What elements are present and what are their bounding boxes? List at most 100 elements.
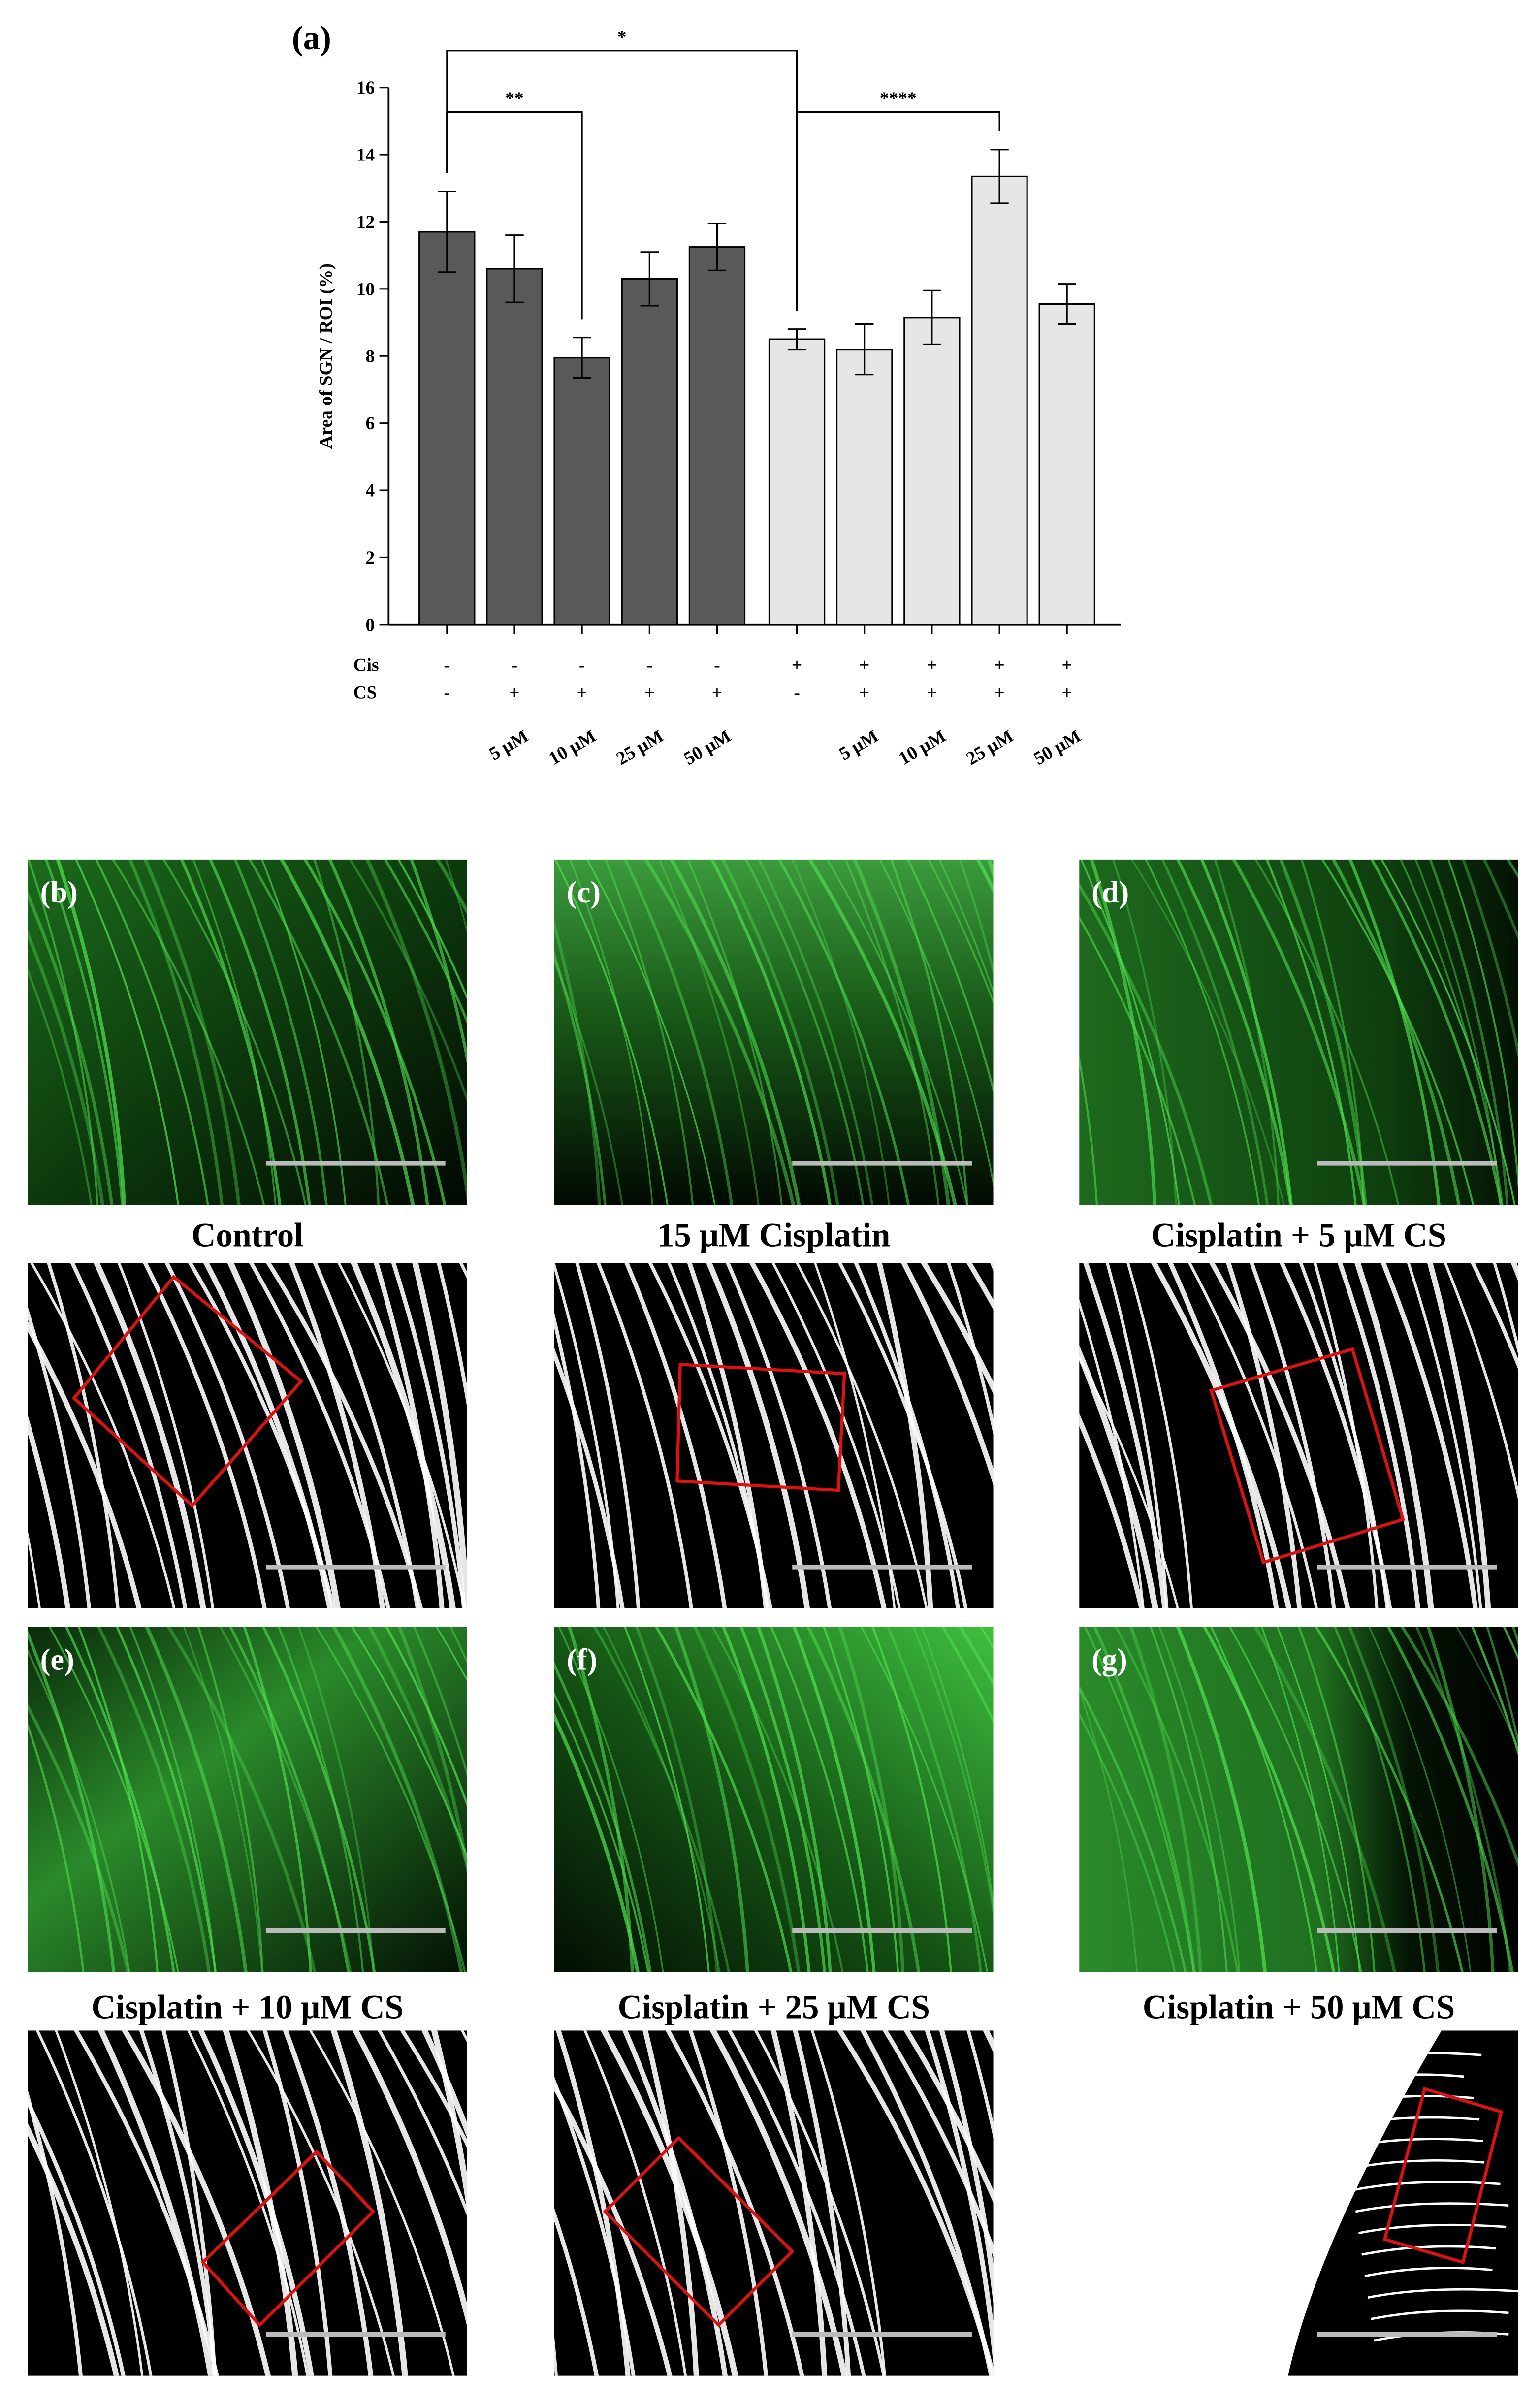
neurite-streak [1426, 1627, 1495, 1972]
y-axis-label: Area of SGN / ROI (%) [316, 263, 336, 449]
neurite-streak [777, 859, 910, 1205]
neurite-streak [28, 930, 104, 1205]
neurite-streak [583, 2030, 687, 2376]
neurite-streak [1400, 1627, 1518, 1868]
neurite-streak [739, 1627, 826, 1972]
neurite-streak [807, 859, 957, 1205]
panel-label: (g) [1091, 1643, 1127, 1677]
neurite-streak [129, 1627, 217, 1972]
neurite-streak [28, 1307, 91, 1609]
neurite-streak [77, 1627, 159, 1972]
neurite-streak [1370, 859, 1503, 1205]
condition-sign: + [859, 655, 869, 675]
neurite-streak [635, 1627, 719, 1972]
neurite-streak [793, 2030, 851, 2376]
neurite-streak [1093, 1627, 1196, 1972]
neurite-streak [73, 2030, 219, 2376]
neurite-streak [654, 1627, 793, 1972]
neurite-streak [28, 1415, 71, 1609]
neurite-streak [328, 859, 429, 1205]
neurite-streak [1471, 1263, 1518, 1370]
neurite-streak [1348, 859, 1441, 1205]
neurite-streak [1407, 1263, 1482, 1609]
neurite-streak [377, 2030, 467, 2216]
bar [1038, 303, 1095, 626]
neurite-streak [1158, 1627, 1241, 1972]
neurite-streak [248, 859, 389, 1205]
x-tick-label: 25 μM [963, 726, 1017, 769]
neurite-streak [436, 859, 467, 915]
bar [903, 317, 961, 626]
bar [971, 175, 1028, 626]
neurite-streak [233, 859, 328, 1205]
neurite-streak [1250, 1263, 1336, 1609]
neurite-streak [1003, 2015, 1060, 2391]
neurite-streak [906, 859, 994, 1093]
micrograph-panels: (b) Control (c) 15 μM Cisplatin (d) Cisplatin… [28, 859, 1518, 2391]
neurite-streak [1400, 859, 1504, 1205]
neurite-streak [313, 859, 380, 1205]
neurite-streak [48, 1627, 179, 1972]
neurite-streak [243, 1627, 312, 1972]
panel-caption: Cisplatin + 25 μM CS [618, 1988, 930, 2025]
neurite-streak [1188, 1263, 1318, 1609]
neurite-streak [1334, 2052, 1482, 2062]
significance-label: ** [505, 89, 523, 109]
neurite-streak [279, 859, 415, 1205]
binary-image [1079, 2030, 1518, 2376]
panel-caption: Cisplatin + 50 μM CS [1143, 1988, 1455, 2025]
neurite-streak [854, 1263, 960, 1609]
neurite-streak [1279, 859, 1367, 1205]
neurite-streak [622, 2030, 728, 2376]
neurite-streak [187, 2030, 309, 2376]
neurite-streak [593, 1627, 731, 1972]
neurite-streak [435, 1627, 467, 1681]
neurite-streak [938, 859, 994, 994]
neurite-streak [1079, 1413, 1145, 1609]
neurite-streak [1090, 859, 1156, 1205]
neurite-streak [1080, 859, 1180, 1205]
neurite-streak [624, 1627, 710, 1972]
neurite-streak [1232, 859, 1366, 1205]
binary-image [462, 1248, 1080, 1624]
neurite-streak [554, 919, 601, 1205]
neurite-streak [28, 859, 99, 1205]
condition-sign: + [792, 655, 802, 675]
neurite-streak [227, 1263, 341, 1609]
neurite-streak [70, 1263, 188, 1609]
neurite-streak [128, 859, 224, 1205]
neurite-streak [770, 1627, 869, 1972]
neurite-streak [1265, 859, 1357, 1205]
significance-label: * [617, 27, 627, 47]
x-tick-label: 25 μM [613, 726, 667, 769]
panel-caption: Cisplatin + 5 μM CS [1151, 1216, 1446, 1253]
neurite-streak [658, 859, 760, 1205]
condition-sign: + [644, 682, 655, 703]
roi-box [200, 2149, 376, 2328]
neurite-streak [1414, 859, 1502, 1205]
neurite-streak [283, 2030, 374, 2376]
neurite-streak [554, 958, 623, 1205]
y-tick-label: 4 [366, 481, 375, 501]
neurite-streak [28, 1531, 41, 1609]
neurite-streak [400, 2030, 467, 2148]
neurite-streak [921, 1263, 994, 1394]
neurite-streak [990, 1263, 994, 1271]
neurite-streak [901, 1263, 994, 1486]
fluorescence-image: (e) [28, 1627, 467, 1972]
neurite-streak [1300, 859, 1365, 1205]
y-tick-label: 6 [366, 414, 375, 434]
neurite-streak [1202, 1627, 1336, 1972]
neurite-streak [1007, 1248, 1080, 1624]
neurite-streak [315, 1627, 466, 1972]
condition-sign: + [509, 682, 519, 703]
neurite-streak [1444, 1263, 1518, 1501]
neurite-streak [352, 2030, 467, 2326]
neurite-streak [462, 1248, 544, 1624]
neurite-streak [1298, 1627, 1376, 1972]
neurite-streak [1315, 1627, 1464, 1972]
neurite-streak [351, 1627, 467, 1859]
panel-label: (c) [567, 875, 601, 909]
neurite-streak [886, 1627, 982, 1972]
condition-sign: - [646, 655, 652, 675]
